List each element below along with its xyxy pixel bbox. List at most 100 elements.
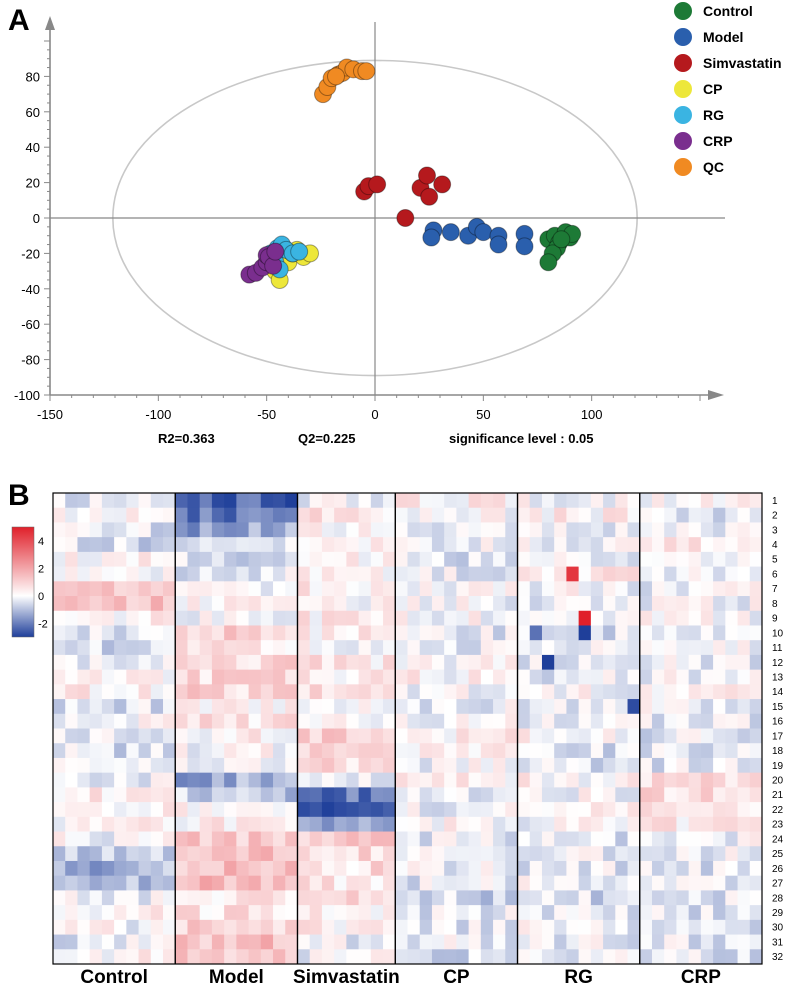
heatmap-cell xyxy=(370,772,384,788)
heatmap-cell xyxy=(358,949,372,965)
heatmap-cell xyxy=(590,743,604,759)
heatmap-cell xyxy=(737,743,751,759)
heatmap-cell xyxy=(211,507,225,523)
heatmap-cell xyxy=(309,493,323,509)
heatmap-cell xyxy=(444,802,457,818)
heatmap-cell xyxy=(639,949,653,965)
heatmap-cell xyxy=(285,890,298,906)
heatmap-cell xyxy=(53,831,66,847)
heatmap-cell xyxy=(77,831,91,847)
heatmap-cell xyxy=(114,934,127,950)
heatmap-cell xyxy=(639,728,653,744)
heatmap-cell xyxy=(419,596,433,612)
heatmap-cell xyxy=(65,860,78,877)
heatmap-cell xyxy=(468,831,482,847)
heatmap-cell xyxy=(444,816,457,833)
heatmap-cell xyxy=(505,890,519,906)
heatmap-cell xyxy=(126,816,140,833)
heatmap-cell xyxy=(505,831,519,847)
heatmap-cell xyxy=(676,860,690,877)
heatmap-cell xyxy=(248,640,262,656)
heatmap-cell xyxy=(260,757,274,774)
heatmap-cell xyxy=(383,640,396,656)
row-label: 13 xyxy=(772,672,784,683)
heatmap-cell xyxy=(627,625,641,641)
heatmap-cell xyxy=(639,846,653,862)
heatmap-cell xyxy=(199,581,213,597)
heatmap-cell xyxy=(493,684,506,700)
heatmap-cell xyxy=(664,669,677,685)
heatmap-cell xyxy=(700,728,714,744)
heatmap-cell xyxy=(260,772,274,788)
heatmap-cell xyxy=(126,831,140,847)
heatmap-cell xyxy=(211,684,225,700)
heatmap-cell xyxy=(468,522,482,538)
heatmap-cell xyxy=(517,551,531,568)
heatmap-cell xyxy=(126,699,140,715)
heatmap-cell xyxy=(260,905,274,921)
heatmap-cell xyxy=(395,934,408,950)
heatmap-cell xyxy=(187,875,201,891)
heatmap-cell xyxy=(163,860,176,877)
heatmap-cell xyxy=(285,551,298,568)
heatmap-cell xyxy=(163,875,176,891)
heatmap-cell xyxy=(273,802,286,818)
heatmap-cell xyxy=(444,949,457,965)
heatmap-cell xyxy=(236,905,250,921)
heatmap-cell xyxy=(114,596,127,612)
heatmap-cell xyxy=(297,507,311,523)
heatmap-cell xyxy=(187,581,201,597)
heatmap-cell xyxy=(138,757,152,774)
heatmap-cell xyxy=(505,610,519,626)
heatmap-cell xyxy=(676,596,690,612)
heatmap-cell xyxy=(248,772,262,788)
heatmap-cell xyxy=(321,772,335,788)
heatmap-cell xyxy=(444,684,457,700)
heatmap-cell xyxy=(89,934,103,950)
heatmap-cell xyxy=(321,890,335,906)
heatmap-cell xyxy=(688,610,702,626)
heatmap-cell xyxy=(603,596,616,612)
heatmap-cell xyxy=(211,802,225,818)
heatmap-cell xyxy=(566,934,580,950)
heatmap-cell xyxy=(236,581,250,597)
heatmap-cell xyxy=(187,640,201,656)
heatmap-cell xyxy=(89,640,103,656)
heatmap-cell xyxy=(590,787,604,803)
heatmap-cell xyxy=(627,566,641,582)
heatmap-cell xyxy=(309,537,323,553)
heatmap-cell xyxy=(688,787,702,803)
heatmap-cell xyxy=(541,507,555,523)
heatmap-cell xyxy=(737,757,751,774)
heatmap-cell xyxy=(114,581,127,597)
heatmap-cell xyxy=(627,816,641,833)
heatmap-cell xyxy=(664,610,677,626)
heatmap-cell xyxy=(199,905,213,921)
heatmap-cell xyxy=(53,493,66,509)
row-label: 31 xyxy=(772,937,784,948)
heatmap-cell xyxy=(737,846,751,862)
heatmap-cell xyxy=(517,640,531,656)
heatmap-cell xyxy=(725,654,739,671)
heatmap-cell xyxy=(578,537,592,553)
heatmap-cell xyxy=(89,581,103,597)
heatmap-cell xyxy=(603,757,616,774)
heatmap-cell xyxy=(468,507,482,523)
heatmap-cell xyxy=(529,596,543,612)
heatmap-cell xyxy=(297,743,311,759)
heatmap-cell xyxy=(541,684,555,700)
heatmap-cell xyxy=(236,728,250,744)
heatmap-cell xyxy=(713,522,726,538)
heatmap-cell xyxy=(566,596,580,612)
heatmap-cell xyxy=(615,860,629,877)
heatmap-cell xyxy=(187,537,201,553)
heatmap-cell xyxy=(725,772,739,788)
heatmap-cell xyxy=(627,846,641,862)
heatmap-cell xyxy=(101,566,115,582)
heatmap-cell xyxy=(676,581,690,597)
heatmap-cell xyxy=(419,537,433,553)
heatmap-cell xyxy=(114,772,127,788)
heatmap-cell xyxy=(541,919,555,936)
heatmap-cell xyxy=(749,669,763,685)
heatmap-cell xyxy=(236,669,250,685)
